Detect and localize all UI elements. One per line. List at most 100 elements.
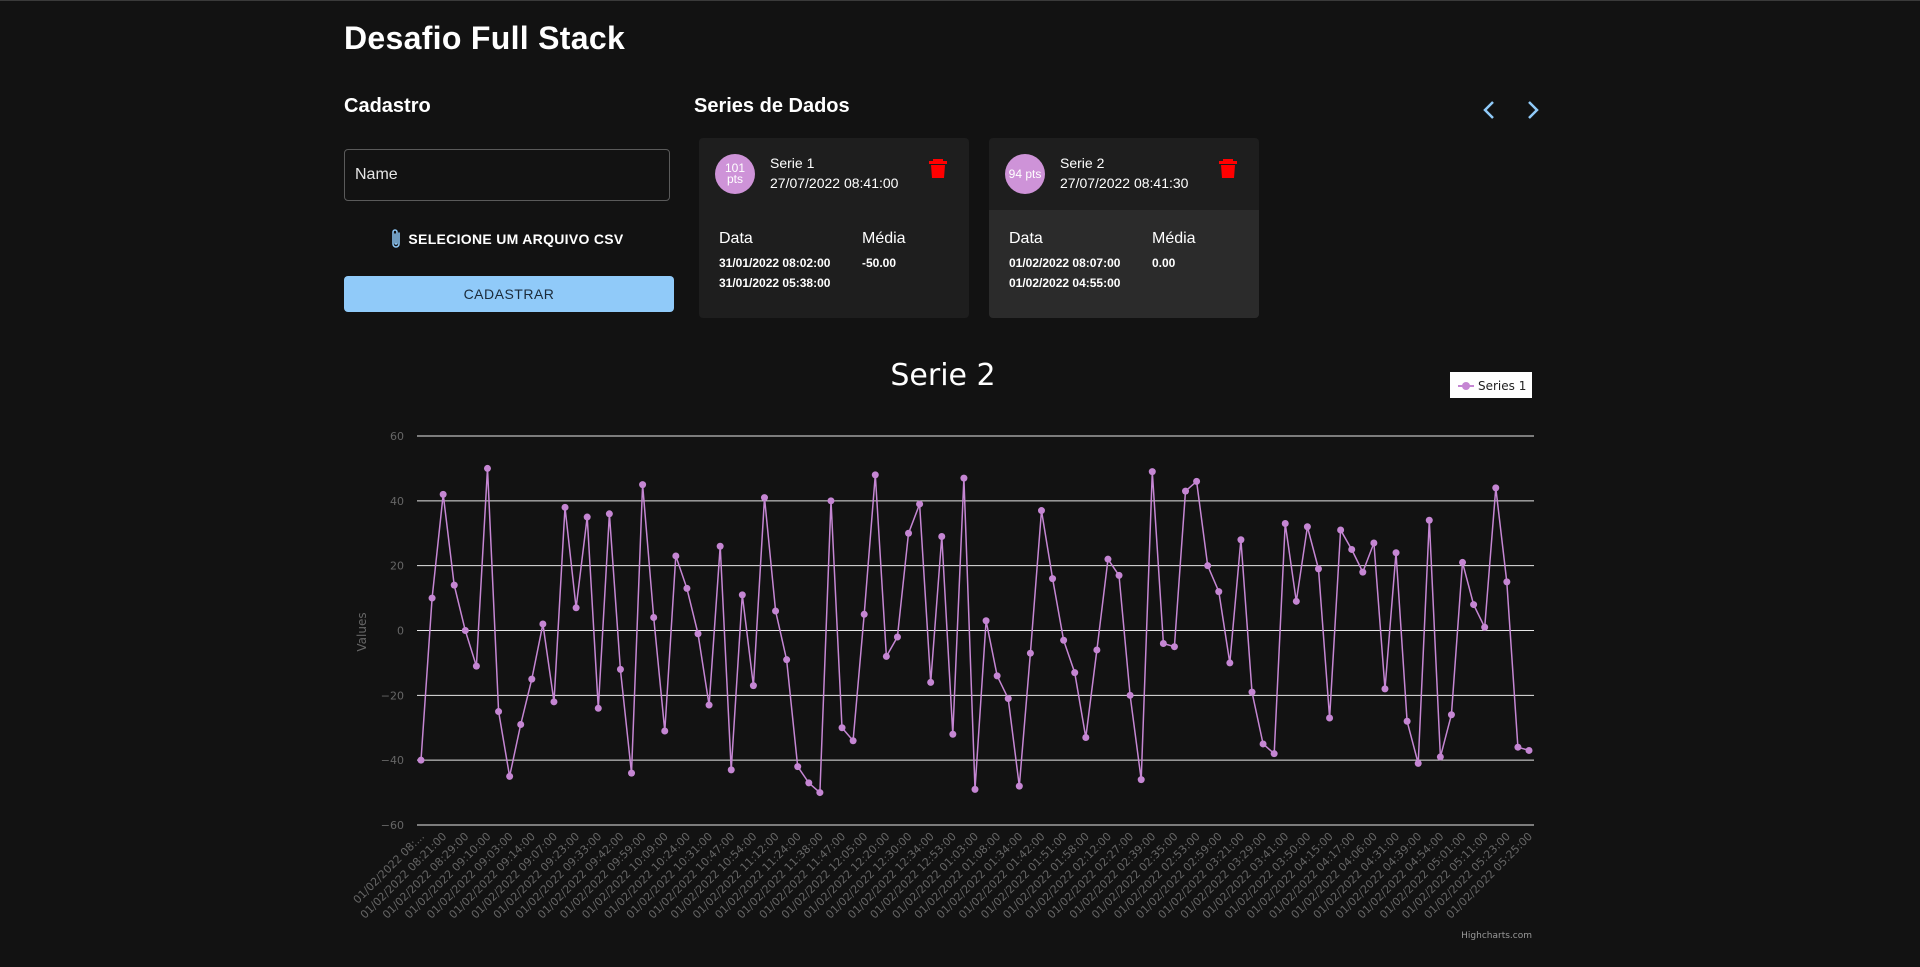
legend-marker bbox=[1462, 382, 1470, 390]
series-card-header: 94 pts Serie 2 27/07/2022 08:41:30 bbox=[989, 138, 1259, 210]
trash-icon bbox=[929, 159, 947, 178]
series-card[interactable]: 101 pts Serie 1 27/07/2022 08:41:00 Data… bbox=[699, 138, 969, 318]
data-point bbox=[794, 763, 802, 771]
trash-icon bbox=[1219, 159, 1237, 178]
data-point bbox=[960, 474, 968, 482]
data-point bbox=[483, 464, 491, 472]
data-point bbox=[1037, 507, 1045, 515]
y-tick-label: 20 bbox=[390, 560, 404, 573]
data-point bbox=[849, 737, 857, 745]
data-point bbox=[927, 678, 935, 686]
data-point bbox=[561, 503, 569, 511]
date-column-header: Data bbox=[719, 230, 753, 247]
data-point bbox=[583, 513, 591, 521]
points-count: 94 pts bbox=[1008, 166, 1042, 181]
data-point bbox=[1259, 740, 1267, 748]
top-divider bbox=[0, 0, 1920, 1]
average-value: 0.00 bbox=[1152, 256, 1176, 270]
data-point bbox=[738, 591, 746, 599]
y-tick-label: 40 bbox=[390, 495, 404, 508]
data-point bbox=[1060, 636, 1068, 644]
data-point bbox=[772, 607, 780, 615]
data-point bbox=[594, 704, 602, 712]
series-created: 27/07/2022 08:41:30 bbox=[1060, 175, 1189, 191]
data-point bbox=[417, 756, 425, 764]
series-card[interactable]: 94 pts Serie 2 27/07/2022 08:41:30 Data … bbox=[989, 138, 1259, 318]
data-point bbox=[1082, 733, 1090, 741]
data-point bbox=[1392, 549, 1400, 557]
y-tick-label: −40 bbox=[381, 754, 404, 767]
data-point bbox=[1281, 520, 1289, 528]
chevron-left-icon bbox=[1483, 101, 1494, 119]
y-tick-label: −20 bbox=[381, 689, 404, 702]
y-tick-label: 60 bbox=[390, 430, 404, 443]
data-point bbox=[705, 701, 713, 709]
series-card-body: Data Média 31/01/2022 08:02:00 31/01/202… bbox=[699, 210, 969, 318]
chart-legend[interactable]: Series 1 bbox=[1450, 372, 1532, 398]
data-point bbox=[1226, 659, 1234, 667]
data-point bbox=[1237, 536, 1245, 544]
date-value: 31/01/2022 05:38:00 bbox=[719, 276, 831, 290]
data-point bbox=[572, 604, 580, 612]
data-point bbox=[1115, 571, 1123, 579]
data-point bbox=[727, 766, 735, 774]
delete-series-button[interactable] bbox=[929, 158, 949, 180]
data-point bbox=[993, 672, 1001, 680]
chart-credits[interactable]: Highcharts.com bbox=[1461, 931, 1532, 941]
points-avatar: 101 pts bbox=[715, 154, 755, 194]
points-count: 101 pts bbox=[724, 161, 746, 186]
data-point bbox=[1137, 776, 1145, 784]
data-point bbox=[860, 610, 868, 618]
data-point bbox=[495, 708, 503, 716]
data-point bbox=[472, 662, 480, 670]
data-point bbox=[539, 620, 547, 628]
data-point bbox=[694, 630, 702, 638]
data-point bbox=[1148, 468, 1156, 476]
data-point bbox=[871, 471, 879, 479]
y-tick-label: −60 bbox=[381, 819, 404, 832]
prev-page-button[interactable] bbox=[1478, 98, 1502, 122]
data-point bbox=[461, 627, 469, 634]
submit-button[interactable]: CADASTRAR bbox=[344, 276, 674, 312]
data-point bbox=[1270, 750, 1278, 758]
data-point bbox=[1414, 759, 1422, 767]
data-point bbox=[716, 542, 724, 550]
data-point bbox=[905, 529, 913, 537]
data-point bbox=[1425, 516, 1433, 524]
data-point bbox=[616, 665, 624, 673]
name-input[interactable] bbox=[345, 150, 669, 200]
data-point bbox=[1204, 562, 1212, 570]
data-point bbox=[428, 594, 436, 602]
data-point bbox=[1314, 565, 1322, 573]
next-page-button[interactable] bbox=[1520, 98, 1544, 122]
data-point bbox=[1182, 487, 1190, 495]
data-point bbox=[749, 682, 757, 690]
data-point bbox=[1403, 717, 1411, 725]
series-name: Serie 2 bbox=[1060, 155, 1105, 171]
data-point bbox=[683, 584, 691, 592]
date-value: 01/02/2022 04:55:00 bbox=[1009, 276, 1121, 290]
select-csv-label: SELECIONE UM ARQUIVO CSV bbox=[408, 231, 624, 247]
data-point bbox=[1436, 753, 1444, 761]
data-point bbox=[517, 721, 525, 729]
data-point bbox=[1215, 588, 1223, 596]
series-created: 27/07/2022 08:41:00 bbox=[770, 175, 899, 191]
data-point bbox=[1104, 555, 1112, 563]
data-point bbox=[1071, 669, 1079, 677]
series-name: Serie 1 bbox=[770, 155, 815, 171]
data-point bbox=[827, 497, 835, 505]
data-point bbox=[1348, 545, 1356, 553]
data-point bbox=[1170, 643, 1178, 651]
data-point bbox=[1093, 646, 1101, 654]
select-csv-button[interactable]: SELECIONE UM ARQUIVO CSV bbox=[344, 224, 670, 254]
data-point bbox=[816, 789, 824, 797]
average-column-header: Média bbox=[1152, 230, 1196, 247]
name-field[interactable] bbox=[344, 149, 670, 201]
data-point bbox=[1459, 558, 1467, 566]
page-title: Desafio Full Stack bbox=[344, 20, 626, 56]
y-axis-title: Values bbox=[355, 612, 369, 651]
delete-series-button[interactable] bbox=[1219, 158, 1239, 180]
data-point bbox=[1381, 685, 1389, 693]
data-point bbox=[1359, 568, 1367, 576]
series-card-header: 101 pts Serie 1 27/07/2022 08:41:00 bbox=[699, 138, 969, 210]
